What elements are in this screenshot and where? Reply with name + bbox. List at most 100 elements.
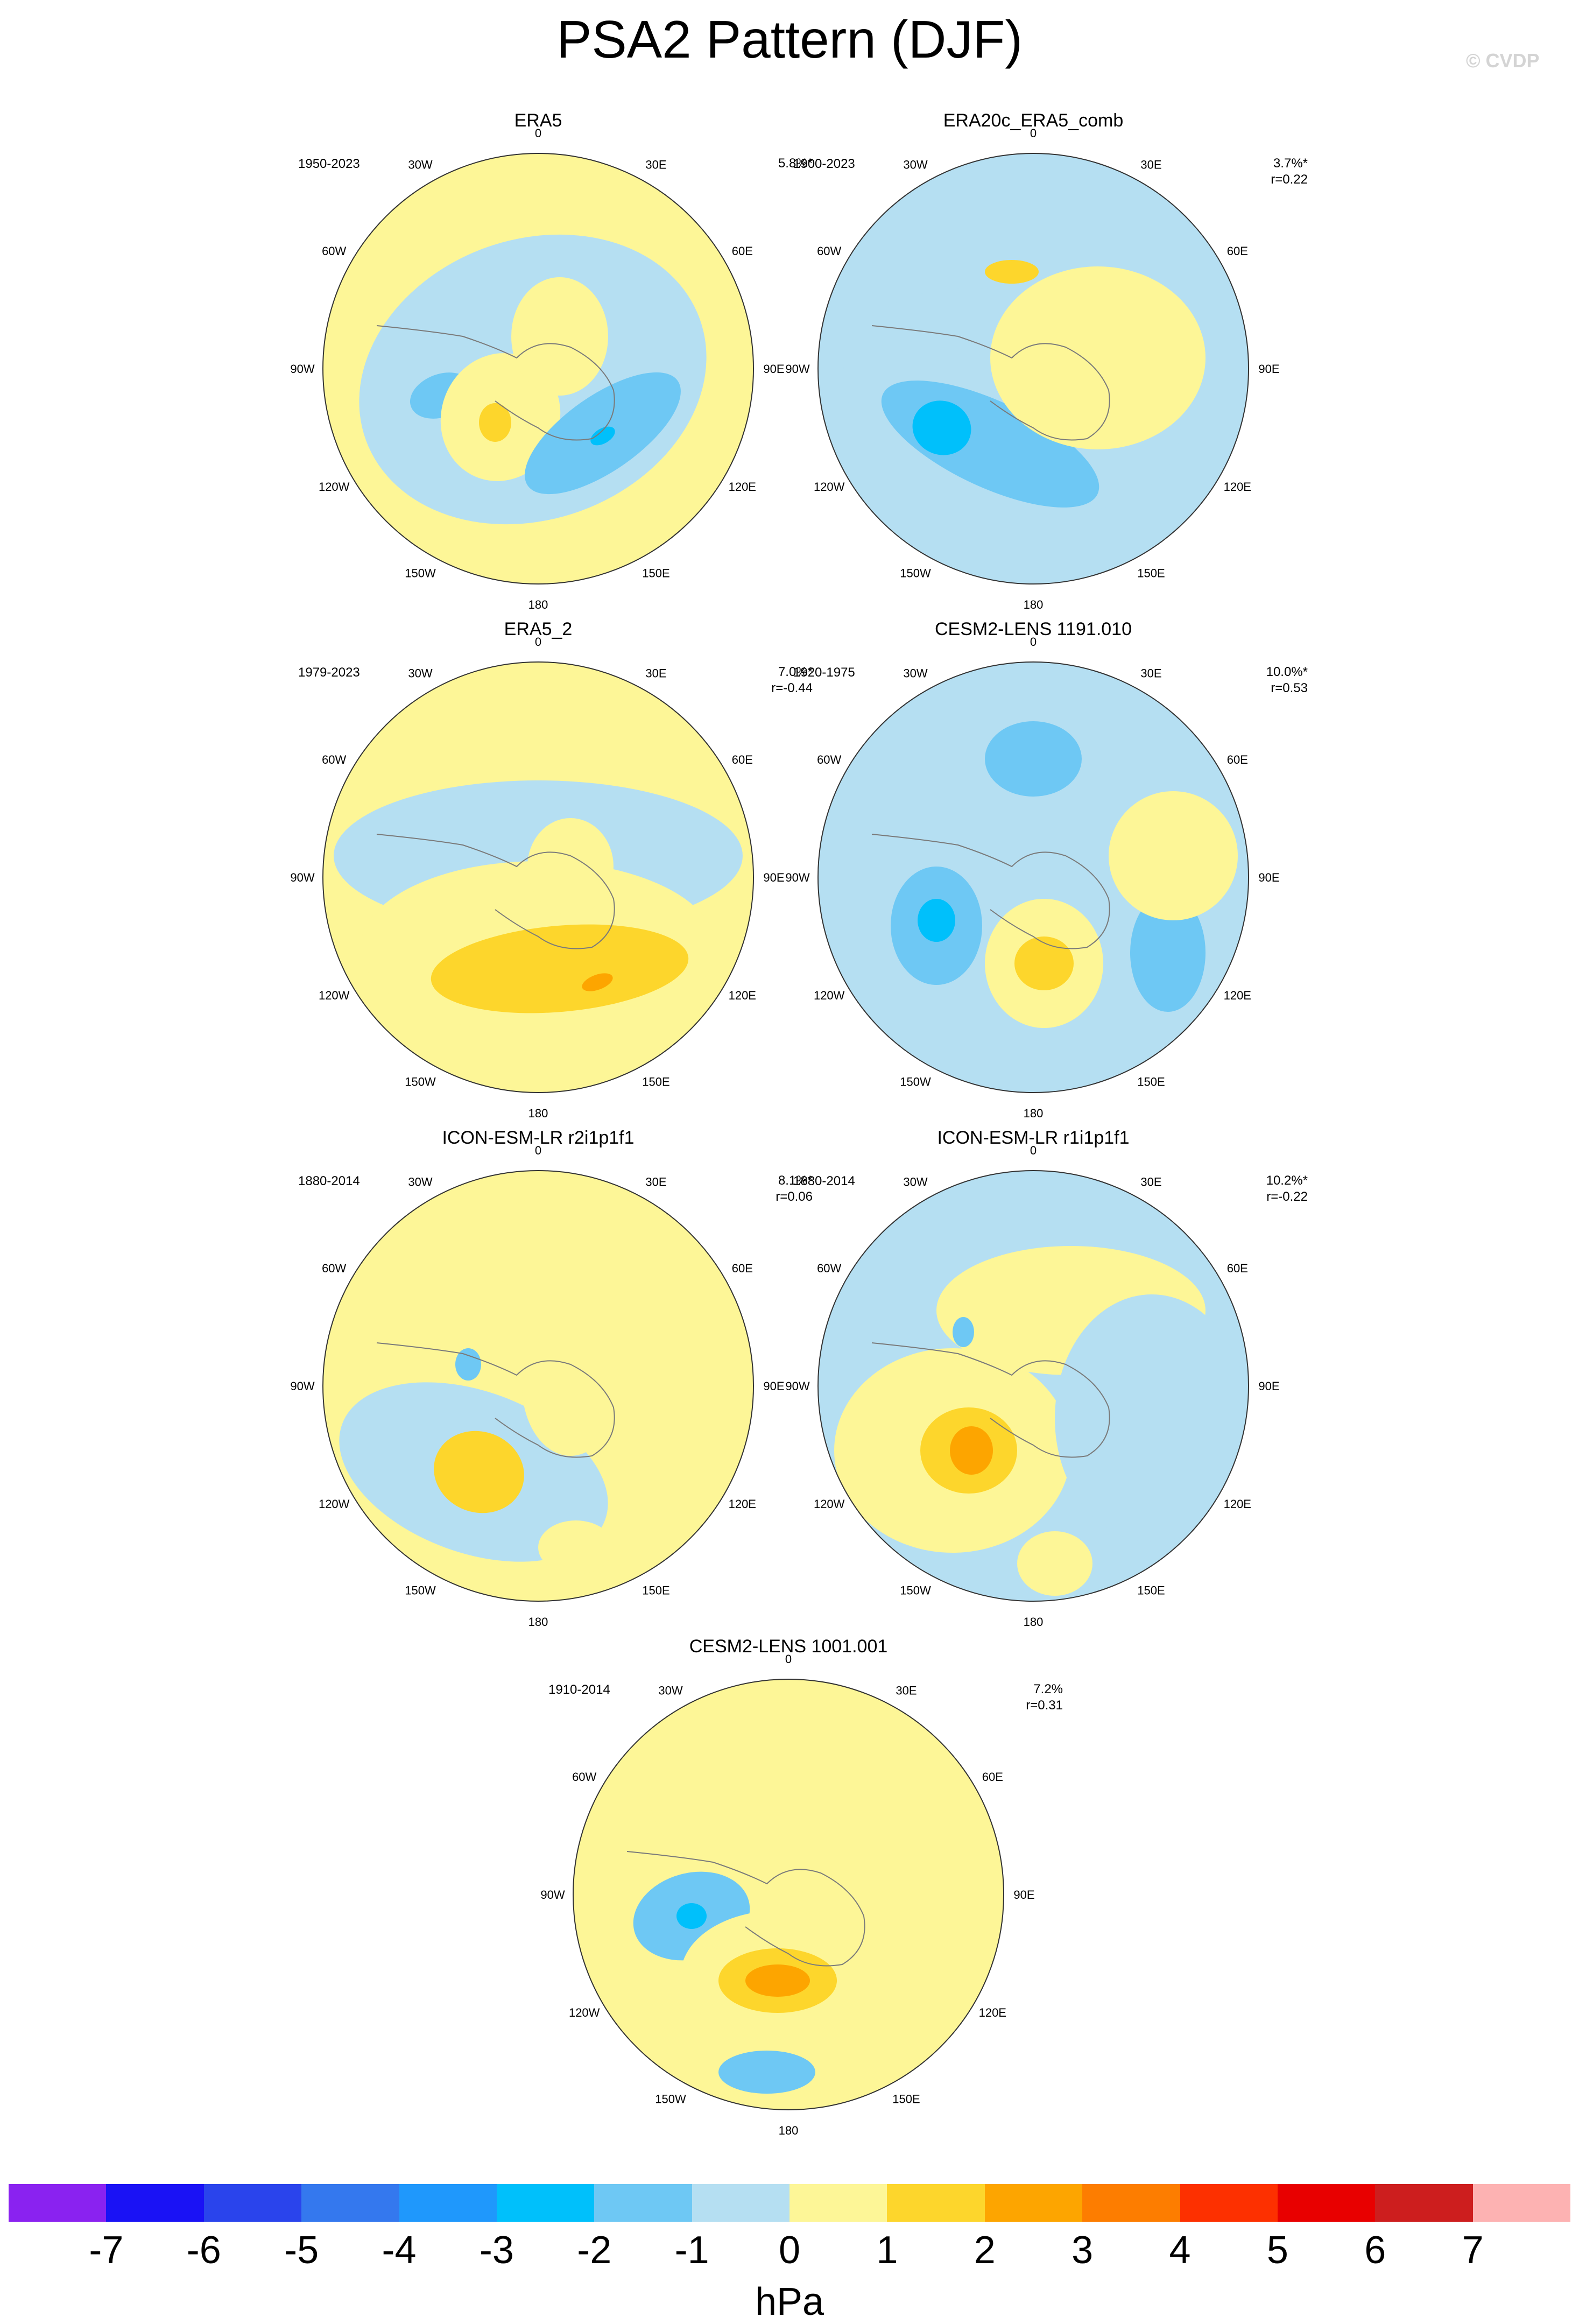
colorbar-tick-label: 5 bbox=[1266, 2229, 1288, 2272]
longitude-label: 30E bbox=[645, 667, 666, 680]
longitude-label: 90E bbox=[763, 1379, 784, 1393]
panel-percent-variance: 7.0%* bbox=[778, 665, 813, 679]
map-boundary bbox=[817, 1170, 1249, 1602]
longitude-label: 90W bbox=[540, 1888, 565, 1902]
colorbar-swatch bbox=[1082, 2184, 1180, 2222]
longitude-label: 30W bbox=[903, 1175, 927, 1189]
longitude-label: 30W bbox=[903, 667, 927, 680]
coastline bbox=[871, 325, 1110, 441]
coastline bbox=[376, 325, 615, 441]
coastline bbox=[626, 1851, 865, 1967]
longitude-label: 150E bbox=[1137, 1583, 1165, 1597]
colorbar-units: hPa bbox=[755, 2280, 824, 2323]
panel-pattern-correlation: r=0.06 bbox=[776, 1189, 813, 1204]
map-panel: ERA5 1950-2023 5.8%* 0 30E 60E 90E 120E 150E 180 1… bbox=[242, 110, 834, 611]
anomaly-contour bbox=[522, 1316, 619, 1456]
panel-period: 1910-2014 bbox=[548, 1682, 610, 1697]
longitude-label: 60W bbox=[572, 1770, 596, 1784]
longitude-label: 0 bbox=[1030, 635, 1037, 649]
anomaly-contour bbox=[1055, 1294, 1249, 1542]
longitude-label: 180 bbox=[1024, 1615, 1044, 1628]
anomaly-contour bbox=[745, 1964, 810, 1997]
map-boundary bbox=[322, 153, 754, 584]
anomaly-contour bbox=[511, 277, 608, 396]
colorbar-tick-label: -2 bbox=[577, 2229, 612, 2272]
colorbar-swatch bbox=[692, 2184, 790, 2222]
panel-pattern-correlation: r=-0.44 bbox=[771, 681, 813, 695]
panel-stats: 3.7%* r=0.22 bbox=[1271, 156, 1308, 188]
panel-title: ICON-ESM-LR r1i1p1f1 bbox=[937, 1128, 1130, 1148]
anomaly-contour bbox=[912, 400, 971, 455]
longitude-label: 0 bbox=[1030, 126, 1037, 140]
map-panel: ICON-ESM-LR r2i1p1f1 1880-2014 8.1%* r=0.06… bbox=[242, 1128, 834, 1628]
longitude-label: 60W bbox=[817, 753, 841, 766]
longitude-label: 30W bbox=[408, 667, 432, 680]
anomaly-contour bbox=[455, 1348, 481, 1381]
longitude-label: 150E bbox=[892, 2092, 920, 2105]
panel-percent-variance: 8.1%* bbox=[778, 1173, 813, 1188]
longitude-label: 120E bbox=[729, 989, 756, 1002]
colorbar-swatch bbox=[106, 2184, 204, 2222]
longitude-label: 0 bbox=[535, 635, 541, 649]
panel-stats: 10.0%* r=0.53 bbox=[1266, 664, 1308, 696]
longitude-label: 180 bbox=[528, 1615, 548, 1628]
longitude-label: 180 bbox=[528, 1107, 548, 1119]
panel-stats: 7.2% r=0.31 bbox=[1026, 1681, 1063, 1714]
longitude-label: 150W bbox=[405, 1583, 436, 1597]
colorbar-tick-label: 4 bbox=[1169, 2229, 1191, 2272]
coastline bbox=[871, 1342, 1110, 1458]
longitude-label: 60E bbox=[732, 1262, 753, 1275]
longitude-label: 90E bbox=[1258, 871, 1279, 884]
anomaly-contour bbox=[590, 426, 615, 446]
longitude-label: 30E bbox=[1140, 667, 1161, 680]
panel-percent-variance: 7.2% bbox=[1033, 1682, 1063, 1696]
figure-title: PSA2 Pattern (DJF) bbox=[556, 10, 1023, 69]
longitude-label: 150W bbox=[900, 1583, 931, 1597]
polar-stereographic-map: 0 30E 60E 90E 120E 150E 180 150W 120W 90W 60W 30W bbox=[540, 1652, 1034, 2137]
colorbar-tick-label: -6 bbox=[186, 2229, 221, 2272]
anomaly-contour bbox=[953, 1317, 974, 1347]
colorbar-ticks: -7 -6 -5 -4 -3 -2 -1 0 1 2 3 4 5 6 7 bbox=[0, 2228, 1579, 2282]
panel-pattern-correlation: r=-0.22 bbox=[1266, 1189, 1308, 1204]
longitude-label: 90W bbox=[785, 871, 809, 884]
panel-period: 1880-2014 bbox=[298, 1174, 360, 1188]
longitude-label: 90E bbox=[1258, 1379, 1279, 1393]
panel-title: CESM2-LENS 1001.001 bbox=[689, 1636, 888, 1657]
coastline bbox=[871, 834, 1110, 949]
longitude-label: 120E bbox=[1224, 989, 1251, 1002]
anomaly-contour bbox=[985, 721, 1082, 797]
colorbar-tick-label: -3 bbox=[479, 2229, 514, 2272]
anomaly-contour bbox=[1130, 893, 1206, 1012]
longitude-label: 90W bbox=[290, 362, 314, 376]
colorbar-tick-label: -5 bbox=[284, 2229, 319, 2272]
panel-title: ERA5 bbox=[514, 110, 562, 131]
longitude-label: 0 bbox=[785, 1652, 792, 1666]
map-boundary bbox=[817, 661, 1249, 1093]
longitude-label: 0 bbox=[535, 1144, 541, 1157]
longitude-label: 120W bbox=[319, 1497, 350, 1511]
longitude-label: 120E bbox=[1224, 480, 1251, 494]
panel-period: 1979-2023 bbox=[298, 665, 360, 680]
anomaly-contour bbox=[1017, 1531, 1092, 1596]
panel-title: ICON-ESM-LR r2i1p1f1 bbox=[442, 1128, 635, 1148]
colorbar-tick-label: 7 bbox=[1462, 2229, 1484, 2272]
longitude-label: 120W bbox=[814, 480, 845, 494]
colorbar-tick-label: -7 bbox=[89, 2229, 124, 2272]
colorbar-swatch bbox=[496, 2184, 595, 2222]
longitude-label: 180 bbox=[528, 598, 548, 611]
longitude-label: 30W bbox=[658, 1684, 682, 1698]
longitude-label: 180 bbox=[1024, 1107, 1044, 1119]
longitude-label: 0 bbox=[1030, 1144, 1037, 1157]
longitude-label: 60W bbox=[322, 753, 346, 766]
panel-percent-variance: 10.0%* bbox=[1266, 665, 1308, 679]
longitude-label: 30E bbox=[645, 1175, 666, 1189]
anomaly-contour bbox=[676, 1903, 707, 1929]
polar-stereographic-map: 0 30E 60E 90E 120E 150E 180 150W 120W 90W 60W 30W bbox=[785, 126, 1279, 611]
anomaly-contour bbox=[718, 2051, 815, 2094]
anomaly-contour bbox=[479, 403, 511, 442]
panel-percent-variance: 3.7%* bbox=[1273, 156, 1308, 171]
colorbar-tick-label: 1 bbox=[876, 2229, 898, 2272]
longitude-label: 30E bbox=[1140, 1175, 1161, 1189]
colorbar-tick-label: 6 bbox=[1364, 2229, 1386, 2272]
colorbar-swatch bbox=[1180, 2184, 1278, 2222]
